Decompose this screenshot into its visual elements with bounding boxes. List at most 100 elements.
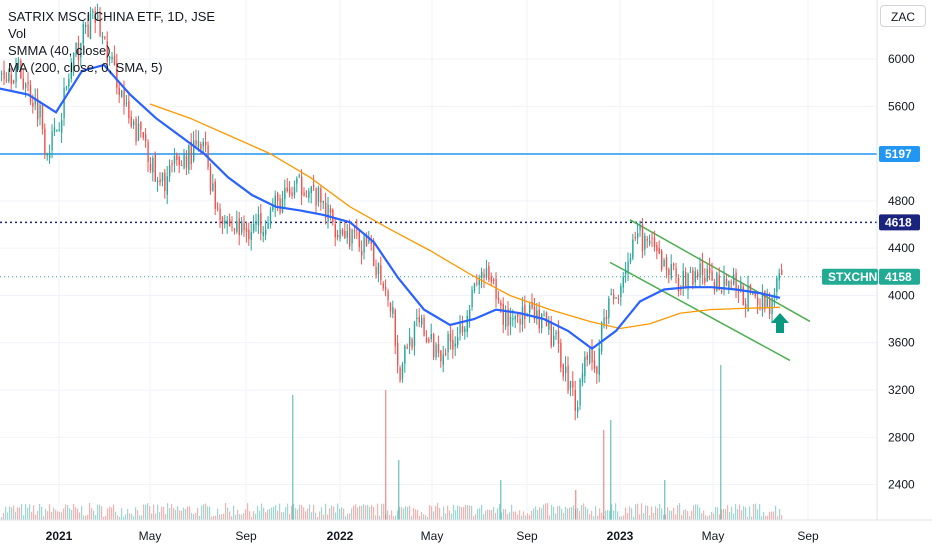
candle-body: [329, 208, 332, 213]
volume-bar: [41, 506, 43, 520]
price-axis[interactable]: 2400280032003600400044004800520056006000: [888, 52, 915, 491]
volume-bar: [75, 507, 77, 520]
candle-body: [301, 176, 303, 196]
volume-bar: [227, 507, 229, 520]
candle-body: [394, 309, 396, 346]
level-5197-badge-text: 5197: [885, 147, 912, 161]
candle-body: [265, 229, 267, 235]
volume-bar: [667, 507, 669, 520]
last-price-badge-bg: [879, 268, 920, 285]
candle-body: [370, 239, 372, 244]
volume-bar: [781, 515, 783, 520]
volume-bar: [503, 508, 505, 520]
candle-body: [219, 208, 221, 220]
candle-body: [505, 311, 507, 327]
volume-bar: [245, 509, 247, 520]
volume-bar: [337, 503, 339, 520]
volume-bar: [303, 507, 305, 520]
candle-body: [116, 62, 118, 88]
volume-bar: [381, 503, 383, 520]
candle-body: [454, 343, 456, 347]
chart-legend: SATRIX MSCI CHINA ETF, 1D, JSE Vol SMMA …: [8, 8, 215, 76]
volume-bar: [533, 508, 535, 520]
candle-body: [490, 276, 492, 282]
volume-bar: [537, 510, 539, 520]
volume-bar: [741, 510, 743, 520]
volume-bar: [17, 507, 19, 520]
volume-bar: [247, 503, 249, 520]
candle-body: [435, 344, 437, 358]
candle-body: [161, 172, 164, 181]
candle-body: [533, 307, 536, 320]
candle-body: [512, 318, 514, 320]
legend-smma[interactable]: SMMA (40, close): [8, 43, 111, 58]
volume-bar: [367, 504, 369, 520]
candle-body: [171, 163, 173, 166]
volume-bar: [675, 514, 677, 520]
legend-vol[interactable]: Vol: [8, 26, 27, 41]
arrow-shape: [771, 313, 789, 333]
legend-ma[interactable]: MA (200, close, 0, SMA, 5): [8, 60, 163, 75]
candle-body: [718, 275, 720, 290]
volume-bar: [379, 515, 381, 520]
volume-bar: [527, 513, 529, 520]
volume-bar: [585, 506, 587, 520]
volume-bar: [621, 516, 623, 520]
currency-button[interactable]: ZAC: [880, 5, 926, 27]
volume-bar: [331, 505, 333, 520]
candle-body: [658, 248, 660, 254]
time-axis[interactable]: 2021 May Sep 2022 May Sep 2023 May Sep: [46, 529, 819, 543]
volume-bar: [411, 516, 413, 520]
volume-bar: [363, 504, 365, 520]
candle-body: [73, 52, 75, 69]
volume-bar: [3, 512, 5, 520]
candle-body: [8, 72, 10, 82]
candle-body: [622, 276, 624, 288]
candle-body: [457, 337, 459, 345]
candle-body: [10, 74, 12, 84]
candle-body: [58, 129, 60, 131]
candle-body: [20, 60, 22, 79]
candle-body: [447, 333, 449, 353]
candle-body: [440, 350, 442, 362]
x-tick-label: 2022: [327, 529, 354, 543]
volume-bar: [13, 505, 15, 520]
ticker-badge-bg: [822, 268, 878, 285]
candle-body: [25, 83, 27, 88]
volume-bar: [403, 508, 405, 520]
candle-body: [442, 354, 444, 365]
chart-grid: [0, 0, 877, 520]
candle-body: [581, 373, 584, 383]
x-tick-label: May: [139, 529, 162, 543]
candle-body: [241, 221, 243, 233]
volume-bar: [619, 516, 621, 520]
candle-body: [166, 176, 168, 195]
volume-bar: [131, 514, 133, 520]
volume-bar: [291, 505, 293, 520]
volume-bar: [705, 515, 707, 520]
volume-bar: [513, 511, 515, 520]
candle-body: [289, 188, 291, 195]
candle-body: [519, 318, 521, 325]
volume-bar: [683, 509, 685, 520]
volume-bar: [119, 516, 121, 520]
volume-bar: [595, 506, 597, 520]
volume-spike: [398, 460, 400, 520]
candle-body: [536, 310, 538, 320]
candle-body: [284, 188, 286, 200]
legend-symbol-title[interactable]: SATRIX MSCI CHINA ETF, 1D, JSE: [8, 9, 216, 24]
candle-body: [46, 154, 48, 156]
candle-body: [553, 335, 555, 346]
volume-bar: [487, 509, 489, 520]
candle-body: [97, 12, 99, 20]
candle-body: [207, 145, 209, 167]
candle-body: [761, 292, 764, 311]
candle-body: [701, 260, 704, 275]
candle-body: [637, 233, 639, 239]
volume-bar: [219, 514, 221, 520]
volume-bar: [103, 516, 105, 520]
candle-body: [706, 269, 708, 282]
volume-bar: [225, 503, 227, 520]
volume-bar: [535, 506, 537, 520]
